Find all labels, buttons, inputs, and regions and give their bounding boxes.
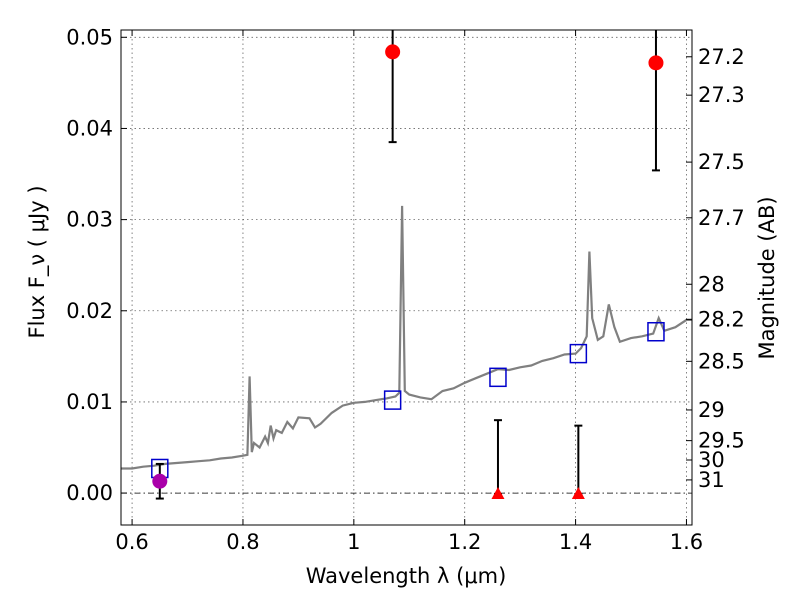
mag-tick-label: 27.7 [698, 206, 745, 230]
y-axis-right-title: Magnitude (AB) [755, 196, 779, 359]
mag-tick-label: 28 [698, 272, 725, 296]
mag-tick-label: 27.5 [698, 150, 745, 174]
upper-limit-markers [491, 487, 585, 500]
x-tick-label: 1.6 [670, 530, 703, 554]
mag-tick-label: 27.3 [698, 83, 745, 107]
y-axis-left: 0.00 0.01 0.02 0.03 0.04 0.05 [66, 25, 127, 505]
model-photometry-markers [151, 321, 665, 479]
mag-tick-label: 30 [698, 448, 725, 472]
y-axis-title: Flux F_ν ( μJy ) [25, 185, 50, 338]
y-tick-label: 0.00 [66, 481, 113, 505]
x-tick-label: 1.4 [559, 530, 592, 554]
upper-limit-triangle [571, 487, 585, 500]
mag-tick-label: 29 [698, 398, 725, 422]
model-photometry-square [383, 390, 402, 410]
mag-tick-label: 27.2 [698, 45, 745, 69]
model-spectrum-line [121, 205, 692, 470]
x-axis: 0.6 0.8 1 1.2 1.4 1.6 [115, 30, 703, 554]
gridlines [121, 30, 692, 525]
model-photometry-square [569, 343, 588, 364]
optical-point [152, 473, 168, 489]
model-photometry-square [647, 321, 665, 342]
mag-tick-label: 31 [698, 468, 725, 492]
detection-point [385, 44, 401, 60]
x-tick-label: 0.8 [226, 530, 259, 554]
x-tick-label: 1.2 [448, 530, 481, 554]
x-tick-label: 1 [347, 530, 360, 554]
mag-tick-label: 28.2 [698, 307, 745, 331]
y-tick-label: 0.05 [66, 25, 113, 49]
detection-point [648, 55, 664, 71]
error-bars [155, 30, 660, 500]
y-tick-label: 0.01 [66, 390, 113, 414]
y-tick-label: 0.03 [66, 208, 113, 232]
mag-tick-label: 28.5 [698, 349, 745, 373]
model-photometry-square [489, 367, 507, 388]
y-tick-label: 0.04 [66, 116, 113, 140]
optical-marker [152, 473, 168, 489]
plot-frame [120, 29, 693, 526]
upper-limit-triangle [491, 487, 505, 500]
mag-tick-label: 29.5 [698, 429, 745, 453]
x-axis-title: Wavelength λ (μm) [306, 564, 507, 588]
y-tick-label: 0.02 [66, 299, 113, 323]
detection-markers [385, 44, 664, 71]
x-tick-label: 0.6 [115, 530, 148, 554]
